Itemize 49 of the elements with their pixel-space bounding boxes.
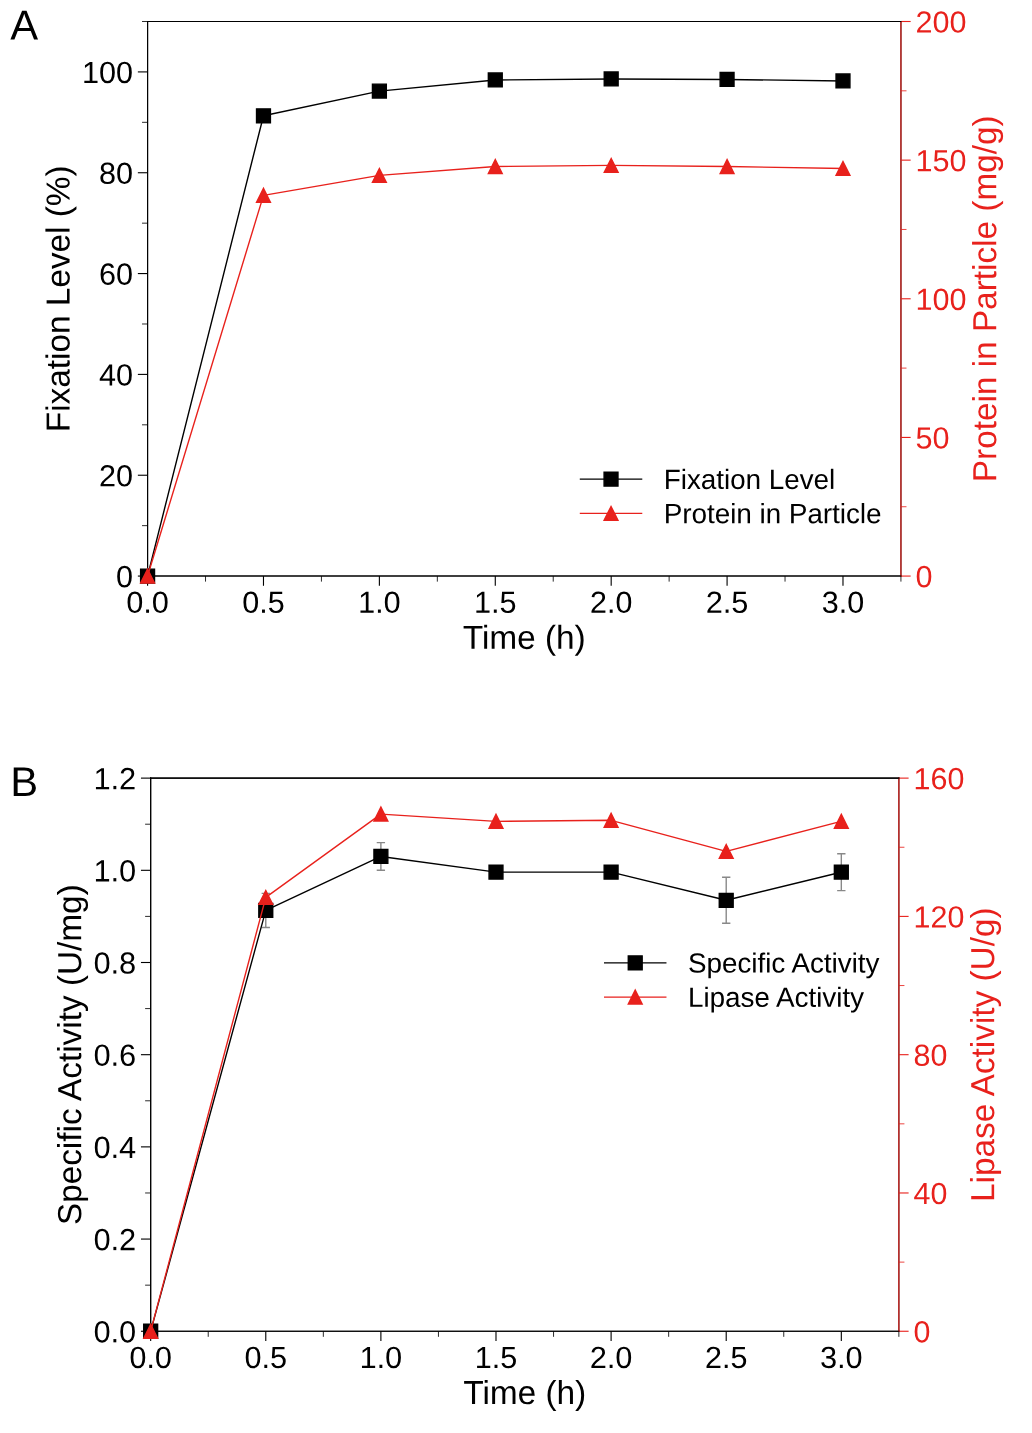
x-axis-title: Time (h) <box>463 624 584 656</box>
y2-tick-label: 100 <box>917 288 966 311</box>
y-tick-label: 60 <box>100 263 132 285</box>
x-tick-label: 1.0 <box>361 1346 401 1369</box>
y2-tick-label: 150 <box>917 149 966 172</box>
y2-tick-label: 40 <box>914 1182 947 1205</box>
y-tick-label: 0.8 <box>94 952 135 974</box>
y-tick-label: 100 <box>84 61 132 84</box>
legend-label: Lipase Activity <box>690 986 864 1013</box>
y2-tick-label: 200 <box>917 11 966 33</box>
y-tick-label: 0.0 <box>94 1320 135 1343</box>
x-tick-label: 0.0 <box>130 1346 171 1369</box>
y2-tick-label: 0 <box>916 565 932 588</box>
y2-axis-title: Protein in Particle (mg/g) <box>972 117 1004 480</box>
x-tick-label: 1.0 <box>360 591 400 614</box>
y-axis-title: Fixation Level (%) <box>45 167 77 430</box>
x-tick-label: 3.0 <box>822 591 864 614</box>
x-axis-title: Time (h) <box>464 1379 585 1411</box>
x-tick-label: 3.0 <box>821 1346 862 1369</box>
x-tick-label: 2.0 <box>591 591 632 614</box>
x-tick-label: 0.5 <box>243 591 284 614</box>
y2-tick-label: 160 <box>915 767 964 790</box>
x-tick-label: 0.5 <box>245 1346 286 1369</box>
y-tick-label: 1.2 <box>95 767 135 790</box>
y-axis-title: Specific Activity (U/mg) <box>56 886 89 1224</box>
y2-tick-label: 120 <box>915 906 964 928</box>
legend-label: Fixation Level <box>666 468 834 490</box>
y-tick-label: 0.6 <box>94 1044 135 1067</box>
y-tick-label: 0.2 <box>94 1228 135 1251</box>
y-tick-label: 1.0 <box>95 860 135 882</box>
x-tick-label: 2.5 <box>707 591 748 614</box>
y-tick-label: 40 <box>99 364 132 386</box>
text: A <box>10 10 39 40</box>
y2-tick-label: 80 <box>914 1044 947 1067</box>
y-tick-label: 80 <box>100 162 132 185</box>
x-tick-label: 1.5 <box>476 591 516 614</box>
y2-tick-label: 50 <box>916 427 949 449</box>
x-tick-label: 0.0 <box>127 591 168 614</box>
y-tick-label: 20 <box>100 464 132 487</box>
y2-tick-label: 0 <box>914 1320 930 1343</box>
legend-label: Protein in Particle <box>666 503 881 524</box>
y-tick-label: 0 <box>117 565 132 588</box>
legend-label: Specific Activity <box>689 952 880 979</box>
y2-axis-title: Lipase Activity (U/g) <box>969 909 1002 1200</box>
x-tick-label: 2.5 <box>706 1346 747 1369</box>
y-tick-label: 0.4 <box>94 1136 136 1159</box>
x-tick-label: 1.5 <box>477 1346 516 1369</box>
text: B <box>13 767 36 797</box>
x-tick-label: 2.0 <box>591 1346 632 1369</box>
